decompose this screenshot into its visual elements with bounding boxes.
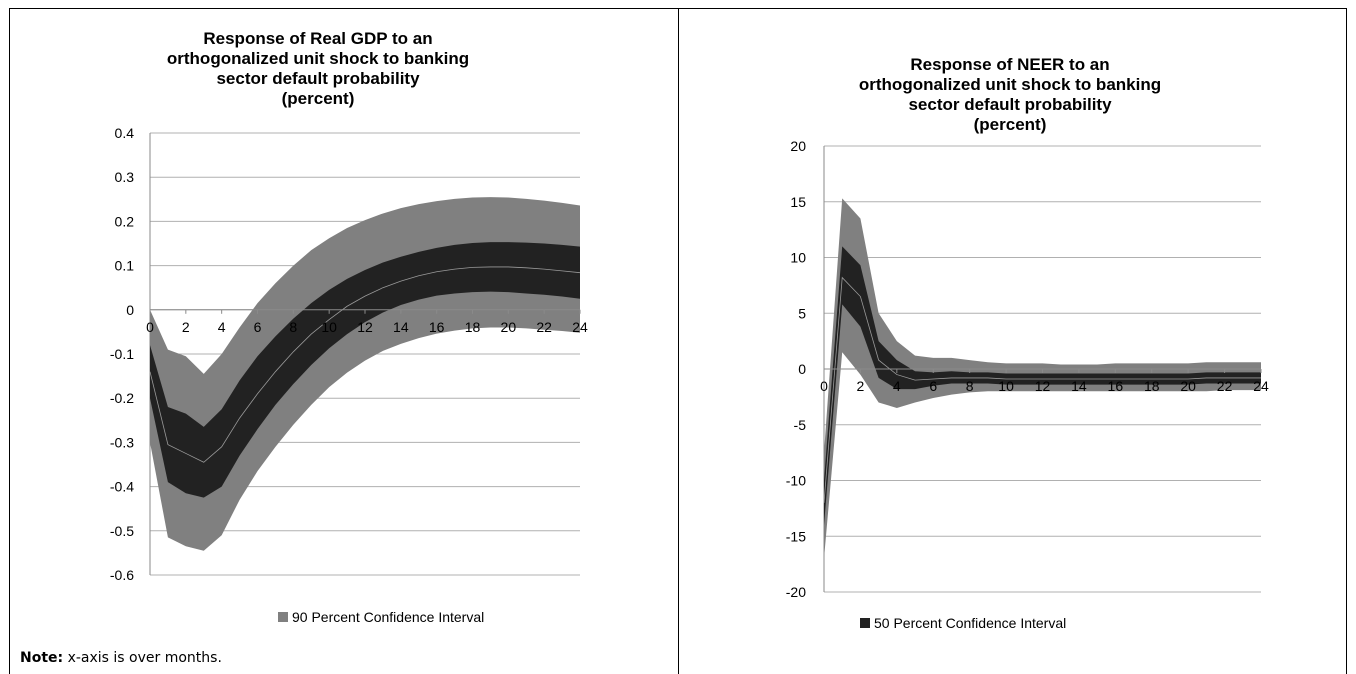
gdp-y-tick-label: -0.1 [110, 346, 134, 362]
neer-y-tick-label: 10 [790, 250, 806, 266]
gdp-y-tick-label: 0.4 [115, 125, 135, 141]
gdp-y-tick-label: 0.2 [115, 213, 135, 229]
gdp-x-tick-label: 8 [289, 319, 297, 335]
neer-title-line: orthogonalized unit shock to banking [859, 75, 1161, 94]
frame-left-border [9, 8, 10, 674]
gdp-y-tick-label: 0.3 [115, 169, 135, 185]
gdp-y-tick-label: -0.4 [110, 479, 134, 495]
neer-x-tick-label: 12 [1035, 378, 1051, 394]
neer-x-tick-label: 24 [1253, 378, 1269, 394]
frame-divider [678, 8, 679, 674]
gdp-x-tick-label: 10 [321, 319, 337, 335]
neer-x-tick-label: 16 [1108, 378, 1124, 394]
gdp-y-tick-label: -0.5 [110, 523, 134, 539]
gdp-legend-label: 90 Percent Confidence Interval [292, 609, 484, 625]
neer-y-tick-label: 15 [790, 194, 806, 210]
neer-y-tick-label: 20 [790, 138, 806, 154]
neer-legend-label: 50 Percent Confidence Interval [874, 615, 1066, 631]
neer-y-tick-label: -10 [786, 473, 806, 489]
neer-x-tick-label: 20 [1180, 378, 1196, 394]
gdp-x-tick-label: 20 [501, 319, 517, 335]
gdp-x-tick-label: 16 [429, 319, 445, 335]
gdp-x-tick-label: 14 [393, 319, 409, 335]
neer-title-line: (percent) [974, 115, 1047, 134]
neer-band-50 [824, 246, 1261, 526]
gdp-y-tick-label: -0.2 [110, 390, 134, 406]
neer-x-tick-label: 6 [929, 378, 937, 394]
neer-x-tick-label: 0 [820, 378, 828, 394]
gdp-x-tick-label: 22 [536, 319, 552, 335]
chart-real-gdp: Response of Real GDP to anorthogonalized… [110, 29, 588, 625]
gdp-y-tick-label: -0.6 [110, 567, 134, 583]
note-text: x-axis is over months. [63, 650, 222, 666]
neer-x-tick-label: 8 [966, 378, 974, 394]
neer-median-line [823, 276, 1261, 503]
neer-x-tick-label: 10 [998, 378, 1014, 394]
gdp-title-line: Response of Real GDP to an [203, 29, 432, 48]
gdp-band-50 [150, 242, 580, 498]
neer-x-tick-label: 18 [1144, 378, 1160, 394]
neer-y-tick-label: 0 [798, 361, 806, 377]
gdp-x-tick-label: 18 [465, 319, 481, 335]
gdp-x-tick-label: 12 [357, 319, 373, 335]
gdp-y-tick-label: 0 [126, 302, 134, 318]
neer-legend-swatch [860, 618, 870, 628]
neer-title-line: sector default probability [908, 95, 1112, 114]
neer-x-tick-label: 2 [857, 378, 865, 394]
neer-x-tick-label: 22 [1217, 378, 1233, 394]
gdp-title-line: sector default probability [216, 69, 420, 88]
neer-y-tick-label: -20 [786, 584, 806, 600]
neer-x-tick-label: 4 [893, 378, 901, 394]
gdp-y-tick-label: 0.1 [115, 258, 135, 274]
neer-y-tick-label: 5 [798, 305, 806, 321]
gdp-x-tick-label: 2 [182, 319, 190, 335]
note-label: Note: [20, 650, 64, 666]
gdp-title-line: orthogonalized unit shock to banking [167, 49, 469, 68]
frame-right-border [1346, 8, 1347, 674]
neer-y-tick-label: -5 [794, 417, 807, 433]
neer-x-tick-label: 14 [1071, 378, 1087, 394]
neer-title-line: Response of NEER to an [910, 55, 1109, 74]
note: Note: x-axis is over months. [20, 650, 222, 666]
gdp-median-line [149, 266, 581, 463]
gdp-x-tick-label: 0 [146, 319, 154, 335]
gdp-x-tick-label: 6 [254, 319, 262, 335]
gdp-x-tick-label: 4 [218, 319, 226, 335]
gdp-y-tick-label: -0.3 [110, 434, 134, 450]
gdp-title-line: (percent) [282, 89, 355, 108]
gdp-legend-swatch [278, 612, 288, 622]
gdp-x-tick-label: 24 [572, 319, 588, 335]
neer-y-tick-label: -15 [786, 528, 806, 544]
